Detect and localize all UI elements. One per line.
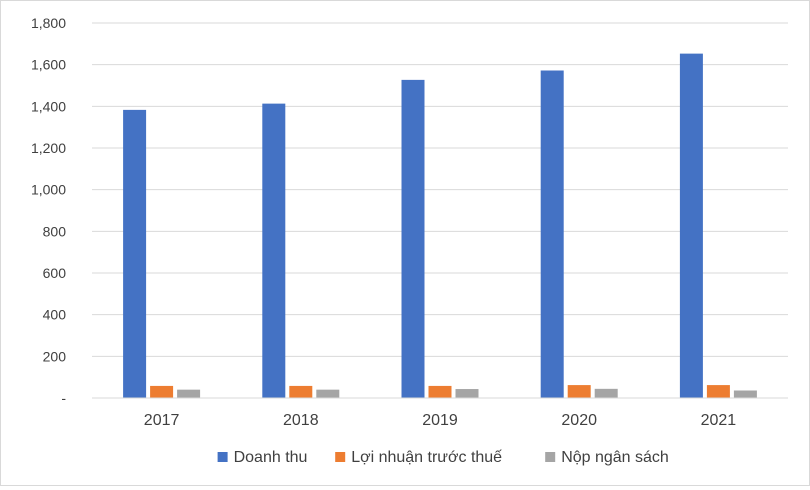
legend-label: Doanh thu [234,449,308,466]
y-tick-label: 1,200 [31,140,66,156]
legend-swatch [545,452,556,462]
bar [150,385,174,398]
y-tick-label: 1,400 [31,98,66,114]
gridlines [92,22,788,357]
x-tick-label: 2018 [283,412,319,429]
y-tick-label: 200 [43,348,67,364]
legend-label: Nộp ngân sách [561,449,669,466]
y-tick-label: 1,800 [31,15,66,31]
bar [428,385,452,398]
bar [177,389,201,398]
bar [123,109,147,398]
y-tick-label: 1,600 [31,57,66,73]
y-tick-label: 600 [43,265,67,281]
bar [679,53,703,398]
legend-swatch [217,452,228,462]
bar [262,103,286,398]
legend-swatch [335,452,346,462]
bar [567,385,591,398]
bar [540,70,564,398]
x-axis-tick-labels: 2017 2018 2019 2020 2021 [144,412,736,429]
bars [123,53,757,398]
bar [706,385,730,398]
x-tick-label: 2020 [561,412,597,429]
legend: Doanh thu Lợi nhuận trước thuế Nộp ngân sá… [217,449,669,466]
y-tick-label: 400 [43,307,67,323]
y-tick-label: 800 [43,223,67,239]
bar [455,389,479,398]
y-tick-label: - [61,390,66,406]
bar [289,385,313,398]
bar [316,389,340,398]
legend-label: Lợi nhuận trước thuế [351,449,502,466]
bar [401,79,425,398]
y-axis-tick-labels: - 200 400 600 800 1,000 1,200 1,400 1,600 1,800 [31,15,66,406]
bar [733,390,757,398]
x-tick-label: 2021 [701,412,737,429]
y-tick-label: 1,000 [31,182,66,198]
x-tick-label: 2019 [422,412,458,429]
bar [594,388,618,398]
x-tick-label: 2017 [144,412,180,429]
